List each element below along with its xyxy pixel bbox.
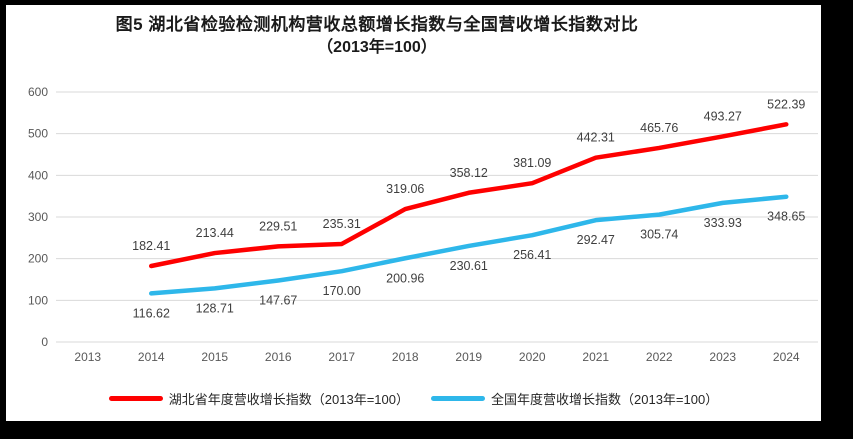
series-line [149,194,789,296]
legend-label-national: 全国年度营收增长指数（2013年=100） [491,392,719,407]
data-label: 213.44 [196,226,234,240]
data-label: 319.06 [386,182,424,196]
chart-title-block: 图5 湖北省检验检测机构营收总额增长指数与全国营收增长指数对比 （2013年=1… [6,13,748,59]
x-tick-label: 2014 [138,350,165,364]
x-tick-label: 2016 [265,350,292,364]
chart-title: 图5 湖北省检验检测机构营收总额增长指数与全国营收增长指数对比 [115,15,639,34]
y-tick-label: 0 [41,335,48,349]
data-label: 358.12 [450,166,488,180]
data-label: 465.76 [640,121,678,135]
y-tick-label: 400 [28,168,48,182]
legend-item-hubei: 湖北省年度营收增长指数（2013年=100） [108,389,409,408]
y-tick-label: 300 [28,210,48,224]
data-label: 522.39 [767,97,805,111]
data-label: 333.93 [704,216,742,230]
data-label: 128.71 [196,301,234,315]
x-tick-label: 2022 [646,350,673,364]
legend-label-hubei: 湖北省年度营收增长指数（2013年=100） [168,392,409,407]
y-tick-label: 100 [28,293,48,307]
data-label: 182.41 [132,239,170,253]
y-tick-label: 200 [28,252,48,266]
legend: 湖北省年度营收增长指数（2013年=100） 全国年度营收增长指数（2013年=… [6,389,821,408]
data-label: 348.65 [767,210,805,224]
chart-subtitle: （2013年=100） [317,39,437,56]
data-label: 116.62 [133,306,170,320]
x-tick-label: 2024 [773,350,800,364]
y-tick-label: 500 [28,127,48,141]
data-label: 442.31 [577,131,615,145]
data-label: 381.09 [513,156,551,170]
x-tick-label: 2013 [74,350,101,364]
data-label: 256.41 [513,248,551,262]
data-label: 292.47 [577,233,615,247]
chart-panel: 图5 湖北省检验检测机构营收总额增长指数与全国营收增长指数对比 （2013年=1… [6,5,821,421]
x-tick-label: 2023 [709,350,736,364]
data-label: 235.31 [323,217,361,231]
series-line [149,122,789,269]
legend-swatch [431,396,485,401]
data-label: 147.67 [259,293,297,307]
y-tick-label: 600 [28,85,48,99]
legend-swatch [108,396,163,401]
data-label: 305.74 [640,228,678,242]
x-tick-label: 2015 [201,350,228,364]
data-label: 200.96 [386,271,424,285]
x-tick-label: 2017 [328,350,355,364]
data-label: 493.27 [704,109,742,123]
x-tick-label: 2020 [519,350,546,364]
x-tick-label: 2021 [582,350,609,364]
chart-svg: 0 100 200 300 400 500 600 2013 2014 2015 2016 2017 2… [28,85,818,364]
data-label: 230.61 [450,259,488,273]
x-tick-label: 2019 [455,350,482,364]
data-label: 170.00 [323,284,361,298]
x-tick-label: 2018 [392,350,419,364]
data-label: 229.51 [259,219,297,233]
legend-item-national: 全国年度营收增长指数（2013年=100） [431,389,718,408]
